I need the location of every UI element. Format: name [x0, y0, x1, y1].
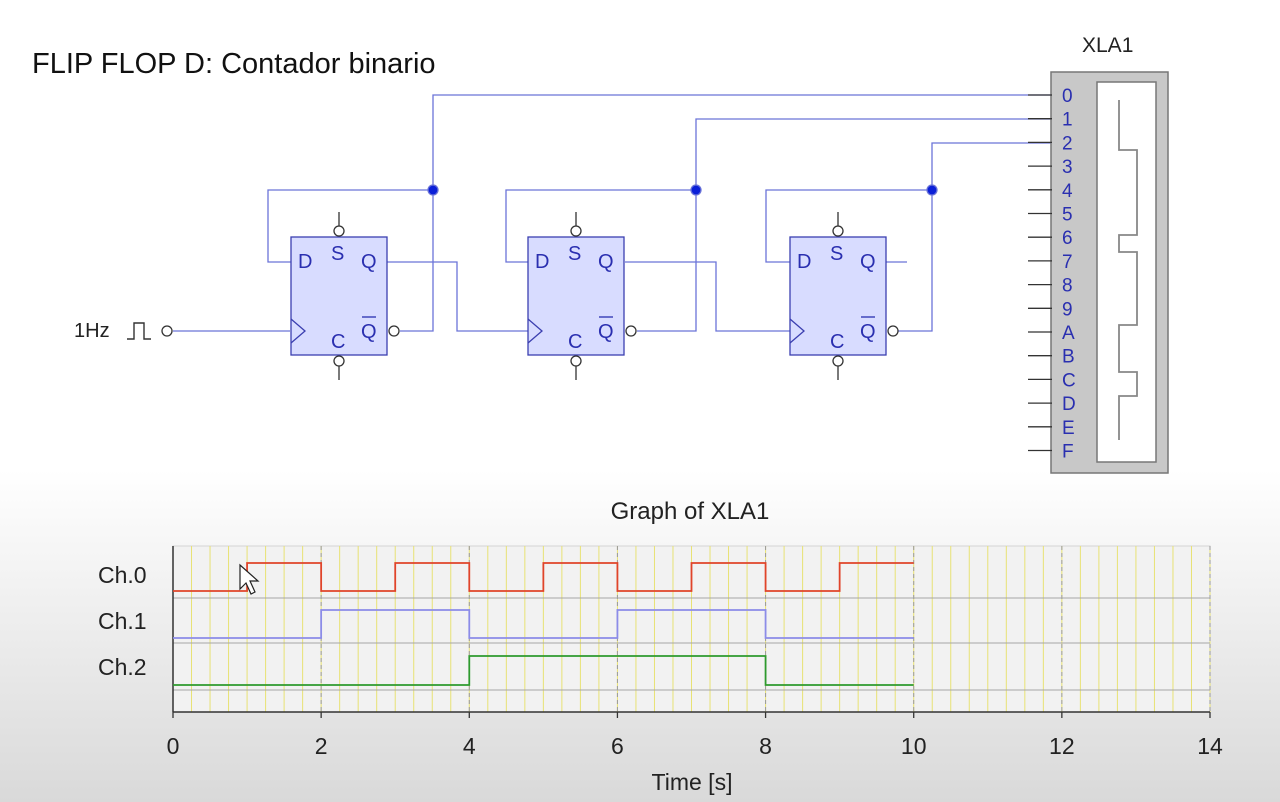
x-tick-label: 6: [611, 733, 624, 759]
pin-label-qbar: Q: [598, 321, 614, 343]
clock-label: 1Hz: [74, 320, 110, 342]
flip-flop-d: D S QC Q: [527, 212, 637, 380]
pin-label-c: C: [830, 331, 844, 353]
analyzer-name: XLA1: [1082, 34, 1133, 57]
page-title: FLIP FLOP D: Contador binario: [32, 48, 436, 80]
junction-dot: [690, 184, 702, 196]
clock-triangle: [789, 318, 805, 344]
pin-label-q: Q: [860, 251, 876, 273]
analyzer-pin-label: C: [1062, 370, 1076, 391]
analyzer-pin-label: 6: [1062, 228, 1073, 249]
x-tick-label: 12: [1049, 733, 1075, 759]
pin-label-d: D: [298, 251, 312, 273]
analyzer-pin-label: 0: [1062, 86, 1073, 107]
clock-terminal: [161, 325, 173, 337]
pin-label-d: D: [535, 251, 549, 273]
junction-dot: [427, 184, 439, 196]
analyzer-pin-label: 9: [1062, 299, 1073, 320]
x-tick-label: 14: [1197, 733, 1223, 759]
analyzer-pin-label: 8: [1062, 276, 1073, 297]
wire: [387, 261, 528, 332]
channel-label: Ch.1: [98, 608, 147, 634]
pin-label-s: S: [331, 243, 344, 265]
wire: [897, 142, 1052, 332]
pin-label-c: C: [331, 331, 345, 353]
x-axis-label: Time [s]: [652, 769, 733, 795]
pin-label-qbar: Q: [361, 321, 377, 343]
analyzer-pin-label: D: [1062, 394, 1076, 415]
wire: [765, 189, 932, 263]
flip-flop-body: [527, 236, 625, 356]
analyzer-pin-label: E: [1062, 418, 1075, 439]
analyzer-pin-label: 1: [1062, 110, 1073, 131]
square-wave-icon: [127, 322, 151, 340]
channel-label: Ch.0: [98, 562, 147, 588]
clock-triangle: [527, 318, 543, 344]
waveform-ch1: [173, 609, 914, 639]
analyzer-pin-label: 3: [1062, 157, 1073, 178]
graph-title: Graph of XLA1: [610, 498, 770, 525]
flip-flop-d: D S QC Q: [290, 212, 400, 380]
analyzer-pin-label: B: [1062, 347, 1075, 368]
set-inverter-bubble: [832, 225, 844, 237]
set-inverter-bubble: [570, 225, 582, 237]
flip-flop-d: D S QC Q: [789, 212, 899, 380]
wire: [505, 189, 696, 263]
wire: [637, 118, 1052, 332]
waveform-ch0: [173, 562, 914, 592]
wire: [400, 94, 1052, 332]
x-tick-label: 0: [167, 733, 180, 759]
analyzer-pin-label: 2: [1062, 133, 1073, 154]
x-tick-label: 4: [463, 733, 476, 759]
x-tick-label: 10: [901, 733, 927, 759]
x-tick-label: 8: [759, 733, 772, 759]
pin-label-qbar: Q: [860, 321, 876, 343]
flip-flop-body: [789, 236, 887, 356]
waveform-ch2: [173, 655, 914, 686]
analyzer-pin-label: 4: [1062, 181, 1073, 202]
analyzer-pin-label: A: [1062, 323, 1075, 344]
qbar-inverter-bubble: [625, 325, 637, 337]
pin-label-s: S: [830, 243, 843, 265]
junction-dot: [926, 184, 938, 196]
clock-triangle: [290, 318, 306, 344]
wire: [625, 261, 790, 332]
channel-label: Ch.2: [98, 654, 147, 680]
pin-label-q: Q: [361, 251, 377, 273]
analyzer-pin-label: 7: [1062, 252, 1073, 273]
qbar-inverter-bubble: [388, 325, 400, 337]
qbar-inverter-bubble: [887, 325, 899, 337]
set-inverter-bubble: [333, 225, 345, 237]
flip-flop-body: [290, 236, 388, 356]
pin-label-s: S: [568, 243, 581, 265]
pin-label-q: Q: [598, 251, 614, 273]
pin-label-d: D: [797, 251, 811, 273]
pin-label-c: C: [568, 331, 582, 353]
analyzer-pin-label: 5: [1062, 205, 1073, 226]
mouse-cursor-icon: [239, 563, 260, 595]
analyzer-display: [1096, 81, 1157, 463]
wire: [267, 189, 433, 263]
analyzer-pin-label: F: [1062, 442, 1074, 463]
analyzer-waveform-icon: [1118, 100, 1138, 440]
x-tick-label: 2: [315, 733, 328, 759]
